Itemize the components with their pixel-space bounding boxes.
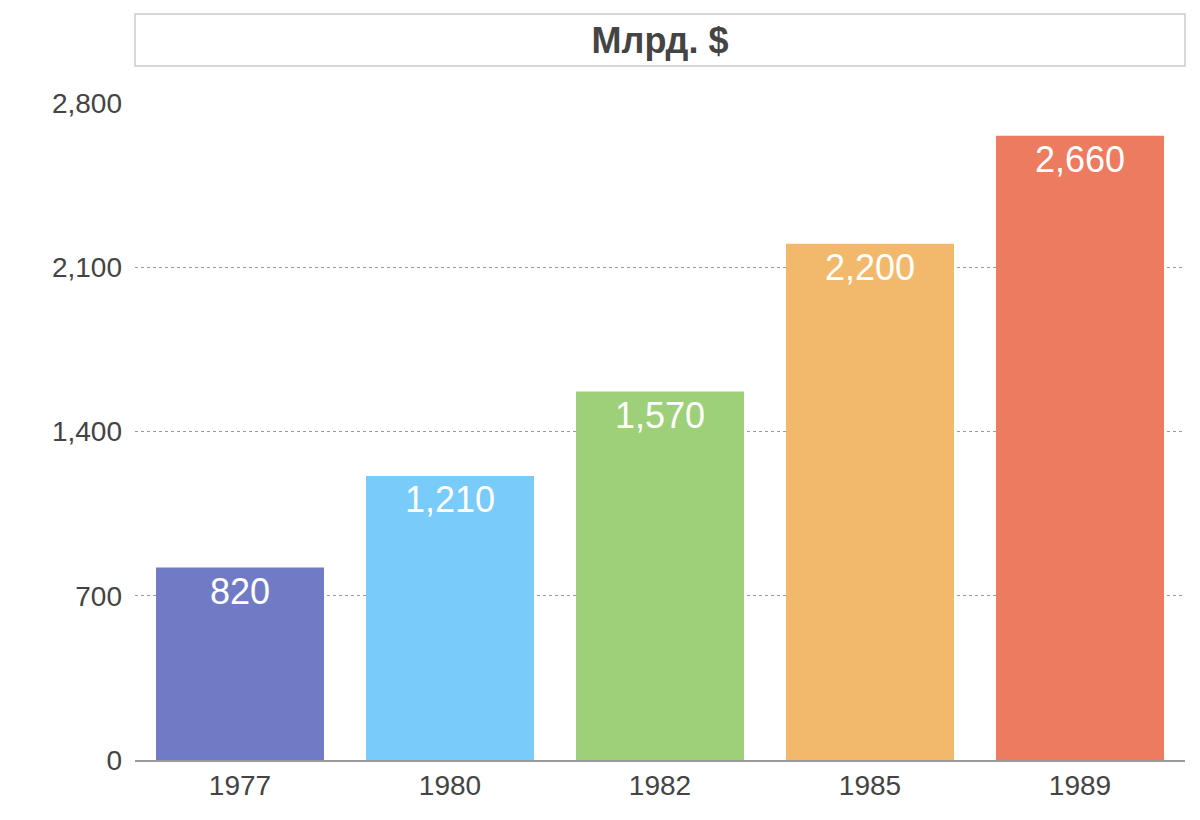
svg-text:1977: 1977 bbox=[209, 770, 271, 801]
svg-text:Млрд. $: Млрд. $ bbox=[592, 20, 729, 61]
svg-text:1985: 1985 bbox=[839, 770, 901, 801]
svg-text:700: 700 bbox=[75, 581, 122, 612]
svg-text:820: 820 bbox=[210, 571, 270, 612]
svg-text:1,210: 1,210 bbox=[405, 479, 495, 520]
svg-text:1,570: 1,570 bbox=[615, 395, 705, 436]
svg-text:2,660: 2,660 bbox=[1035, 139, 1125, 180]
svg-text:2,200: 2,200 bbox=[825, 247, 915, 288]
svg-text:0: 0 bbox=[106, 745, 122, 776]
svg-text:1,400: 1,400 bbox=[52, 416, 122, 447]
svg-text:1980: 1980 bbox=[419, 770, 481, 801]
svg-text:2,100: 2,100 bbox=[52, 252, 122, 283]
svg-text:1989: 1989 bbox=[1049, 770, 1111, 801]
svg-text:2,800: 2,800 bbox=[52, 88, 122, 119]
svg-text:1982: 1982 bbox=[629, 770, 691, 801]
